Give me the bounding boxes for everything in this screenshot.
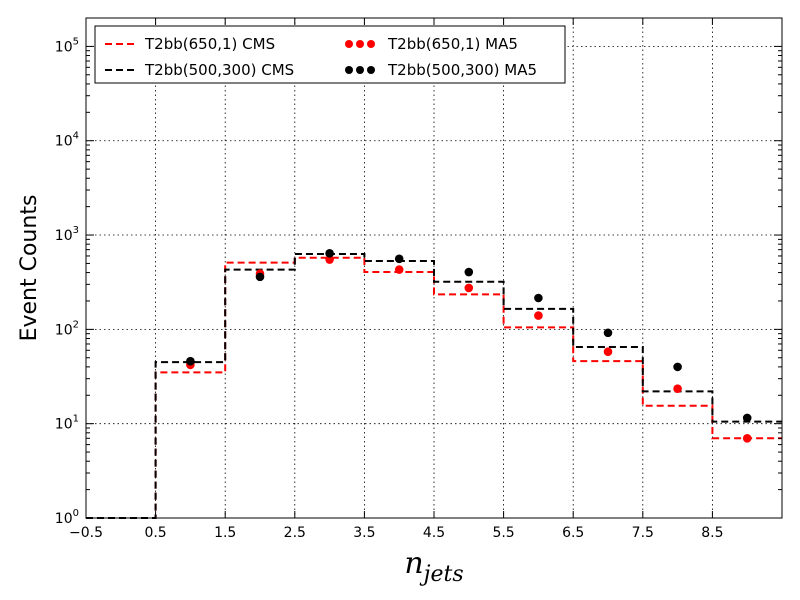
y-tick-label-base: 10 — [55, 511, 73, 527]
ticks: −0.5 0.5 1.5 2.5 3.5 4.5 5.5 6.5 7.5 8.5100101102… — [55, 17, 782, 541]
y-tick-label-exponent: 1 — [73, 414, 79, 425]
x-tick-label: 4.5 — [423, 525, 445, 541]
x-tick-label: 1.5 — [214, 525, 236, 541]
x-tick-label: 0.5 — [144, 525, 166, 541]
y-tick-label-base: 10 — [55, 134, 73, 150]
y-tick-label-base: 10 — [55, 322, 73, 338]
scatter-point — [255, 272, 265, 282]
x-tick-label: 5.5 — [492, 525, 514, 541]
scatter-point — [325, 249, 334, 258]
y-tick-label: 104 — [55, 131, 79, 150]
x-tick-label: 3.5 — [353, 525, 375, 541]
legend-marker-swatch — [367, 66, 375, 74]
scatter-point — [394, 265, 404, 274]
y-tick-label-base: 10 — [55, 417, 73, 433]
scatter-point — [534, 311, 543, 320]
x-tick-label: 2.5 — [284, 525, 306, 541]
x-tick-label: 7.5 — [632, 525, 654, 541]
scatter-point — [673, 384, 682, 393]
x-axis-label: njets — [404, 546, 463, 587]
x-axis-label-main: n — [404, 546, 423, 581]
series-step-line — [86, 252, 782, 519]
scatter-point — [186, 356, 195, 366]
legend: T2bb(650,1) CMS T2bb(500,300) CMS T2bb(650… — [94, 25, 566, 84]
legend-marker-swatch — [367, 40, 375, 48]
legend-label: T2bb(650,1) MA5 — [387, 35, 518, 53]
scatter-point — [742, 413, 752, 423]
scatter-point — [464, 267, 474, 277]
y-tick-label: 100 — [55, 508, 79, 527]
y-tick-label-exponent: 4 — [73, 131, 79, 142]
series-layer — [86, 249, 782, 519]
scatter-point — [742, 433, 752, 443]
legend-marker-swatch — [356, 40, 364, 48]
y-tick-label-exponent: 2 — [73, 319, 79, 330]
x-tick-label: −0.5 — [69, 525, 103, 541]
legend-label: T2bb(500,300) MA5 — [387, 61, 537, 79]
scatter-point — [394, 254, 404, 264]
x-axis-label-sub: jets — [419, 562, 464, 587]
legend-marker-swatch — [356, 66, 364, 74]
y-tick-label: 101 — [55, 414, 79, 433]
y-tick-label-exponent: 0 — [73, 508, 79, 519]
scatter-point — [673, 362, 682, 372]
legend-label: T2bb(500,300) CMS — [144, 61, 294, 79]
legend-marker-swatch — [345, 40, 353, 48]
y-tick-label: 102 — [55, 319, 79, 338]
legend-marker-swatch — [345, 66, 353, 74]
y-tick-label-base: 10 — [55, 39, 73, 55]
x-tick-label: 6.5 — [562, 525, 584, 541]
scatter-point — [464, 283, 474, 293]
plot-background — [86, 18, 782, 518]
y-tick-label: 105 — [55, 36, 79, 55]
scatter-point — [603, 328, 613, 338]
y-tick-label: 103 — [55, 225, 79, 244]
scatter-point — [603, 347, 613, 356]
legend-box — [94, 25, 566, 84]
y-tick-label-base: 10 — [55, 228, 73, 244]
legend-label: T2bb(650,1) CMS — [144, 35, 275, 53]
y-axis-label: Event Counts — [17, 195, 42, 342]
y-tick-label-exponent: 3 — [73, 225, 79, 236]
x-tick-label: 8.5 — [701, 525, 723, 541]
scatter-point — [534, 293, 543, 303]
scatter-point — [325, 255, 334, 264]
y-tick-label-exponent: 5 — [73, 36, 79, 47]
